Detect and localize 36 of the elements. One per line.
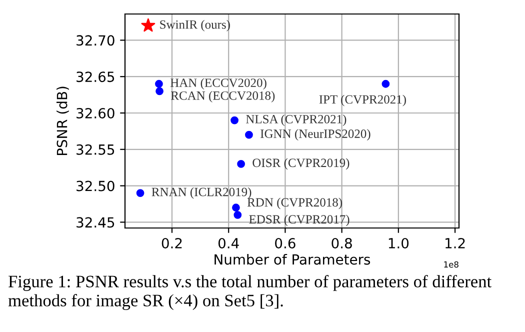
x-tick-label: 1.0	[388, 238, 409, 248]
y-tick-label: 32.55	[76, 144, 114, 155]
annotation: NLSA (CVPR2021)	[246, 114, 346, 126]
point	[232, 204, 240, 212]
annotation: EDSR (CVPR2017)	[249, 214, 350, 226]
point	[234, 210, 242, 219]
y-tick-label: 32.65	[76, 72, 114, 82]
text: 1e8	[444, 261, 458, 268]
annotation: HAN (ECCV2020)	[170, 78, 266, 90]
y-tick-label: 32.45	[76, 217, 114, 228]
point	[141, 18, 156, 32]
point	[156, 87, 164, 96]
x-tick-label: 0.8	[332, 238, 352, 248]
y-tick-label: 32.60	[76, 108, 114, 118]
point	[230, 116, 238, 124]
point	[245, 130, 253, 139]
annotation: RCAN (ECCV2018)	[171, 91, 275, 102]
y-tick-label: 32.50	[76, 180, 114, 192]
point	[155, 80, 163, 88]
point	[382, 80, 390, 88]
annotation: IGNN (NeurIPS2020)	[260, 129, 370, 140]
annotation: IPT (CVPR2021)	[319, 94, 406, 106]
annotation: SwinIR (ours)	[160, 20, 230, 32]
y-axis-title: PSNR (dB)	[56, 86, 69, 156]
x-axis-title: Number of Parameters	[214, 254, 370, 265]
x-tick-label: 0.2	[162, 238, 182, 248]
y-tick-label: 32.70	[76, 35, 114, 46]
annotation: RDN (CVPR2018)	[247, 198, 342, 210]
annotation: RNAN (ICLR2019)	[152, 187, 252, 199]
annotation: OISR (CVPR2019)	[252, 158, 350, 170]
point	[136, 189, 144, 198]
x-tick-label: 1.2	[446, 238, 465, 248]
caption: Figure 1: PSNR results v.s the total number of parameters of different methods for image SR (×4) on Set5 [3].	[8, 275, 492, 310]
x-tick-label: 0.6	[275, 238, 296, 248]
point	[237, 160, 246, 168]
x-tick-label: 0.4	[218, 238, 239, 248]
